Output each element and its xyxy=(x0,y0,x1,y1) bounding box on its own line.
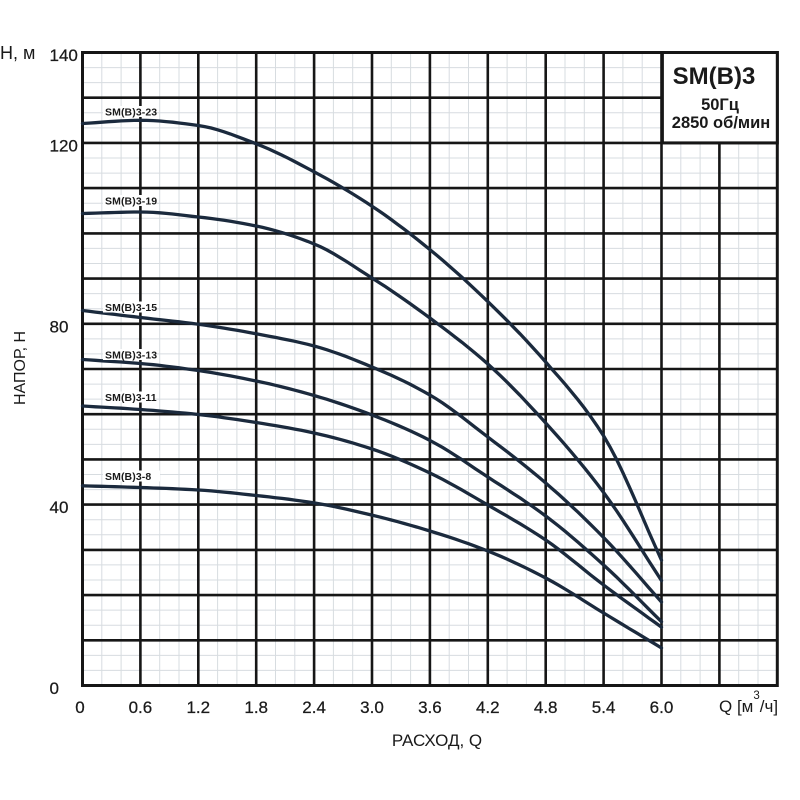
svg-text:1.2: 1.2 xyxy=(186,698,210,717)
svg-text:4.8: 4.8 xyxy=(534,698,558,717)
svg-text:SM(B)3-13: SM(B)3-13 xyxy=(105,350,157,362)
svg-text:SM(B)3-15: SM(B)3-15 xyxy=(105,302,157,314)
svg-text:0.6: 0.6 xyxy=(129,698,153,717)
svg-text:SM(B)3-11: SM(B)3-11 xyxy=(105,392,157,404)
svg-text:SM(B)3-23: SM(B)3-23 xyxy=(105,107,157,119)
svg-text:40: 40 xyxy=(50,498,69,517)
svg-text:1.8: 1.8 xyxy=(244,698,268,717)
svg-text:4.2: 4.2 xyxy=(476,698,500,717)
svg-text:SM(B)3: SM(B)3 xyxy=(673,63,756,90)
svg-text:80: 80 xyxy=(50,317,69,336)
svg-text:50Гц: 50Гц xyxy=(701,96,739,114)
svg-text:SM(B)3-19: SM(B)3-19 xyxy=(105,196,157,208)
svg-text:2850 об/мин: 2850 об/мин xyxy=(672,114,770,132)
svg-text:2.4: 2.4 xyxy=(302,698,326,717)
svg-text:Q [м3/ч]: Q [м3/ч] xyxy=(719,690,778,716)
svg-text:0: 0 xyxy=(75,698,84,717)
svg-text:НАПОР, Н: НАПОР, Н xyxy=(12,331,29,405)
svg-text:0: 0 xyxy=(50,679,59,698)
svg-text:5.4: 5.4 xyxy=(592,698,616,717)
svg-text:140: 140 xyxy=(50,46,78,65)
svg-text:6.0: 6.0 xyxy=(650,698,674,717)
svg-text:3.0: 3.0 xyxy=(360,698,384,717)
svg-text:3.6: 3.6 xyxy=(418,698,442,717)
svg-text:120: 120 xyxy=(50,136,78,155)
svg-text:РАСХОД, Q: РАСХОД, Q xyxy=(392,731,482,750)
svg-text:Н, м: Н, м xyxy=(0,43,35,63)
svg-text:SM(B)3-8: SM(B)3-8 xyxy=(105,471,151,483)
